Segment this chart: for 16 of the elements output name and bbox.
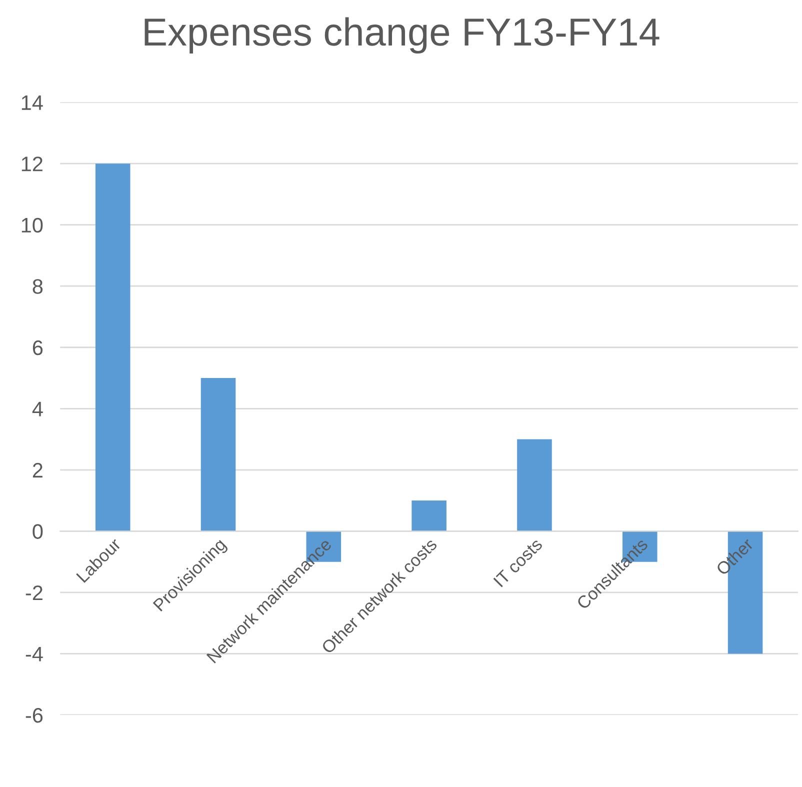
y-tick-label: -6 [26,708,43,723]
y-tick-label: -2 [26,585,42,600]
y-tick-label: 10 [22,218,43,233]
bar [412,500,446,532]
y-tick-label: 12 [22,156,42,172]
y-tick-label: 6 [32,340,43,356]
y-tick-label: 8 [32,279,43,294]
y-tick-label: 2 [32,462,42,478]
y-tick-label: 0 [32,524,43,539]
bar [95,164,130,532]
y-tick-label: -4 [26,646,43,662]
y-tick-label: 4 [32,402,43,416]
chart-title: Expenses change FY13-FY14 [144,17,660,54]
bar [200,378,236,532]
y-tick-label: 14 [22,96,43,110]
bar [517,439,552,532]
